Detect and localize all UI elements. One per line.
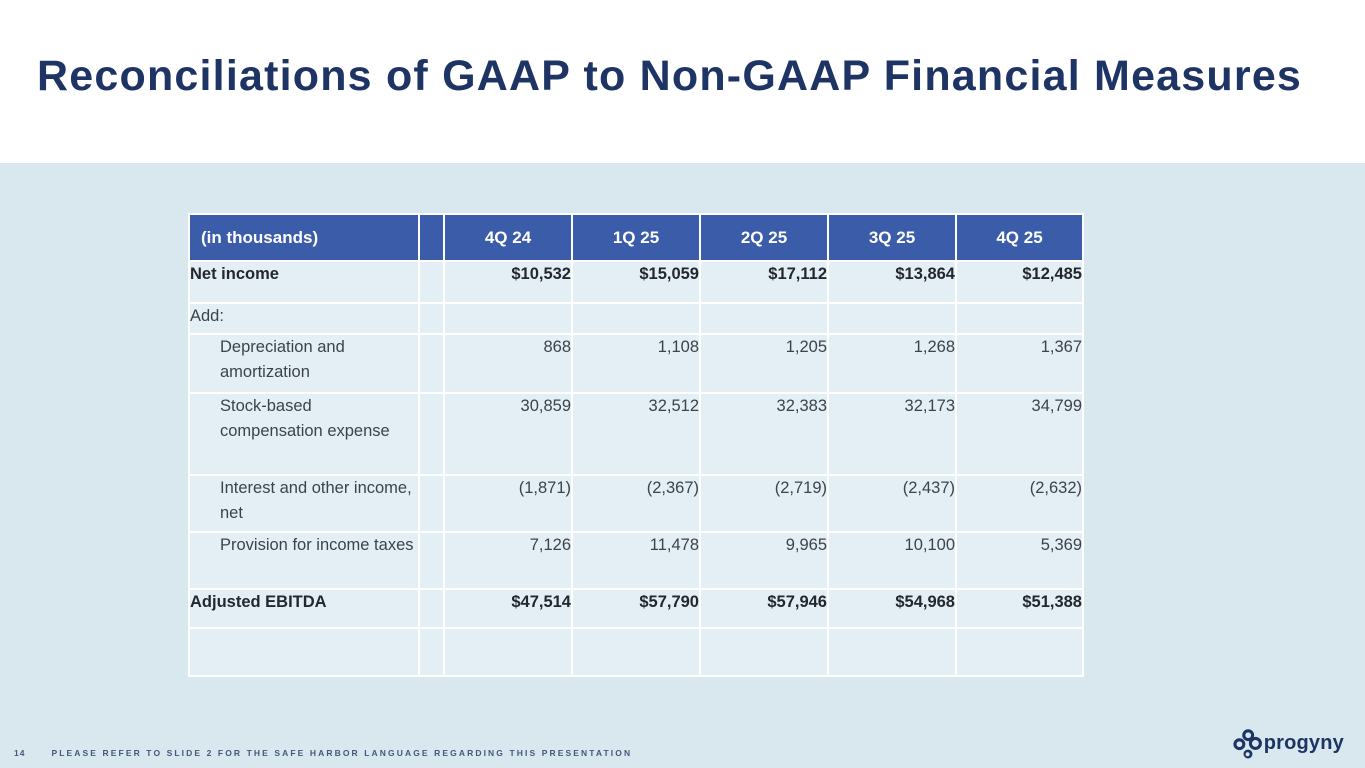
table-row: Depreciation and amortization 868 1,108 1,2… bbox=[188, 333, 1084, 394]
spacer-cell bbox=[418, 302, 445, 335]
value-cell: 30,859 bbox=[443, 392, 573, 476]
value-cell: 11,478 bbox=[571, 531, 701, 590]
logo-text: progyny bbox=[1263, 732, 1344, 754]
row-label: Adjusted EBITDA bbox=[188, 588, 420, 629]
spacer-header-cell bbox=[418, 213, 445, 262]
value-cell: $57,790 bbox=[571, 588, 701, 629]
value-cell: 32,512 bbox=[571, 392, 701, 476]
value-cell: 1,367 bbox=[955, 333, 1084, 394]
table-row: Interest and other income, net (1,871) (2,… bbox=[188, 474, 1084, 533]
value-cell bbox=[699, 627, 829, 677]
value-cell: (2,437) bbox=[827, 474, 957, 533]
column-header-4q25: 4Q 25 bbox=[955, 213, 1084, 262]
value-cell: $17,112 bbox=[699, 260, 829, 304]
value-cell: 9,965 bbox=[699, 531, 829, 590]
table-row: Net income $10,532 $15,059 $17,112 $13,864 $1… bbox=[188, 260, 1084, 304]
value-cell: 868 bbox=[443, 333, 573, 394]
row-label: Add: bbox=[188, 302, 420, 335]
column-header-1q25: 1Q 25 bbox=[571, 213, 701, 262]
value-cell: $15,059 bbox=[571, 260, 701, 304]
row-label: Net income bbox=[188, 260, 420, 304]
row-label: Interest and other income, net bbox=[188, 474, 420, 533]
value-cell bbox=[827, 302, 957, 335]
value-cell: 34,799 bbox=[955, 392, 1084, 476]
table-row: Add: bbox=[188, 302, 1084, 335]
value-cell bbox=[955, 627, 1084, 677]
spacer-cell bbox=[418, 531, 445, 590]
recon-table-body: Net income $10,532 $15,059 $17,112 $13,864 $1… bbox=[188, 260, 1084, 677]
value-cell: 5,369 bbox=[955, 531, 1084, 590]
value-cell: (2,632) bbox=[955, 474, 1084, 533]
row-label: Provision for income taxes bbox=[188, 531, 420, 590]
value-cell: 7,126 bbox=[443, 531, 573, 590]
progyny-logo: progyny bbox=[1233, 728, 1344, 761]
value-cell bbox=[443, 627, 573, 677]
spacer-cell bbox=[418, 333, 445, 394]
value-cell: $54,968 bbox=[827, 588, 957, 629]
value-cell: $10,532 bbox=[443, 260, 573, 304]
value-cell: $13,864 bbox=[827, 260, 957, 304]
table-row: Provision for income taxes 7,126 11,478 9,9… bbox=[188, 531, 1084, 590]
value-cell: $47,514 bbox=[443, 588, 573, 629]
row-label: Stock-based compensation expense bbox=[188, 392, 420, 476]
slide-title: Reconciliations of GAAP to Non-GAAP Fina… bbox=[37, 52, 1303, 100]
value-cell bbox=[443, 302, 573, 335]
header-row: (in thousands) 4Q 24 1Q 25 2Q 25 3Q 25 4… bbox=[188, 213, 1084, 262]
spacer-cell bbox=[418, 392, 445, 476]
table-header: (in thousands) 4Q 24 1Q 25 2Q 25 3Q 25 4… bbox=[188, 213, 1084, 262]
value-cell: 1,108 bbox=[571, 333, 701, 394]
value-cell bbox=[571, 302, 701, 335]
table-row bbox=[188, 627, 1084, 677]
row-label: Depreciation and amortization bbox=[188, 333, 420, 394]
value-cell: 1,268 bbox=[827, 333, 957, 394]
spacer-cell bbox=[418, 588, 445, 629]
page-number: 14 bbox=[14, 748, 26, 758]
value-cell: 32,383 bbox=[699, 392, 829, 476]
progyny-flower-icon bbox=[1233, 729, 1262, 759]
reconciliation-table: (in thousands) 4Q 24 1Q 25 2Q 25 3Q 25 4… bbox=[188, 213, 1084, 677]
value-cell: 1,205 bbox=[699, 333, 829, 394]
value-cell bbox=[827, 627, 957, 677]
column-header-3q25: 3Q 25 bbox=[827, 213, 957, 262]
spacer-cell bbox=[418, 260, 445, 304]
value-cell bbox=[699, 302, 829, 335]
row-label bbox=[188, 627, 420, 677]
value-cell bbox=[571, 627, 701, 677]
title-band: Reconciliations of GAAP to Non-GAAP Fina… bbox=[0, 0, 1365, 163]
spacer-cell bbox=[418, 627, 445, 677]
unit-label-header: (in thousands) bbox=[188, 213, 420, 262]
value-cell: (1,871) bbox=[443, 474, 573, 533]
spacer-cell bbox=[418, 474, 445, 533]
value-cell: $12,485 bbox=[955, 260, 1084, 304]
slide-footer: 14 PLEASE REFER TO SLIDE 2 FOR THE SAFE … bbox=[14, 748, 632, 758]
value-cell bbox=[955, 302, 1084, 335]
safe-harbor-note: PLEASE REFER TO SLIDE 2 FOR THE SAFE HAR… bbox=[51, 748, 633, 758]
column-header-4q24: 4Q 24 bbox=[443, 213, 573, 262]
table-row: Adjusted EBITDA $47,514 $57,790 $57,946 $54,… bbox=[188, 588, 1084, 629]
value-cell: $51,388 bbox=[955, 588, 1084, 629]
column-header-2q25: 2Q 25 bbox=[699, 213, 829, 262]
table-row: Stock-based compensation expense 30,859 32… bbox=[188, 392, 1084, 476]
value-cell: 32,173 bbox=[827, 392, 957, 476]
value-cell: 10,100 bbox=[827, 531, 957, 590]
value-cell: (2,367) bbox=[571, 474, 701, 533]
value-cell: (2,719) bbox=[699, 474, 829, 533]
value-cell: $57,946 bbox=[699, 588, 829, 629]
